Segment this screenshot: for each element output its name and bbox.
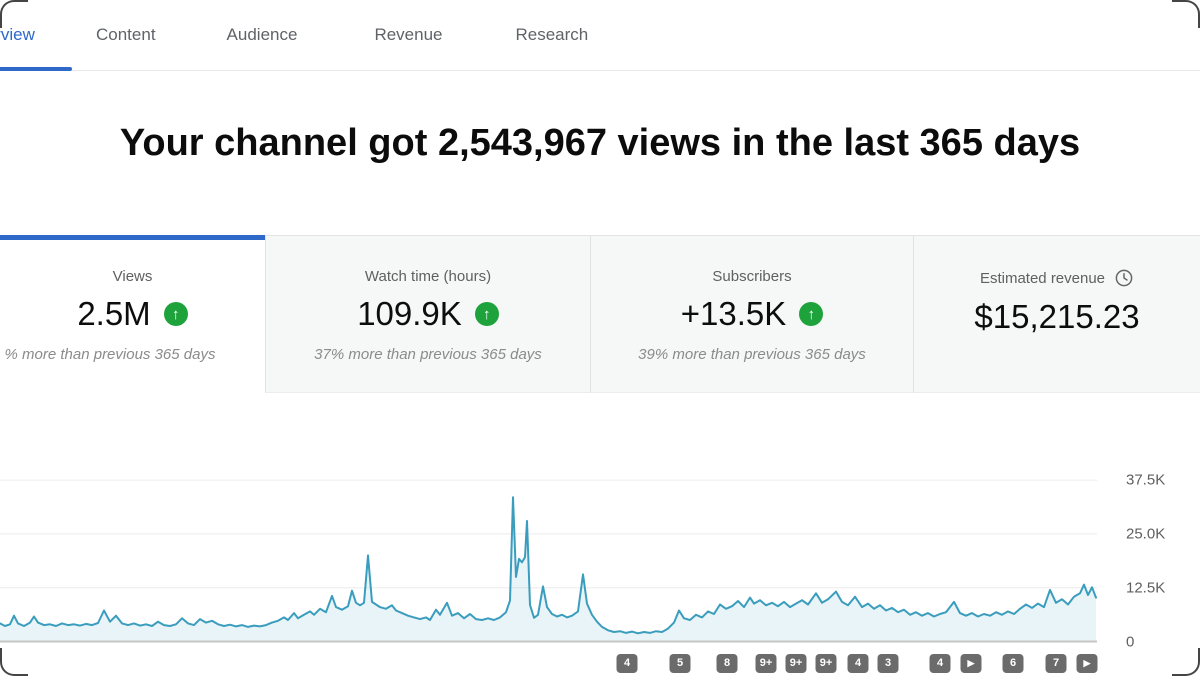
metric-label: Watch time (hours) — [364, 268, 492, 285]
up-arrow-icon: ↑ — [799, 302, 824, 326]
tab-audience[interactable]: Audience — [227, 0, 298, 70]
video-marker-count-badge[interactable]: 5 — [669, 654, 691, 673]
metric-value: 2.5M — [77, 295, 151, 332]
video-marker-count-badge[interactable]: 4 — [616, 654, 638, 673]
views-over-time-chart[interactable]: 37.5K 25.0K 12.5K 0 4 5 8 9+ 9+ 9+ 4 3 4 ▶ 6 7 ▶ — [0, 440, 1200, 676]
metric-delta-text: % more than previous 365 days — [4, 346, 216, 363]
metric-card-estimated-revenue[interactable]: Estimated revenue $15,215.23 — [913, 235, 1200, 393]
views-line — [0, 496, 1097, 635]
video-marker-play-badge[interactable]: ▶ — [1076, 654, 1098, 673]
tab-revenue[interactable]: Revenue — [374, 0, 442, 70]
tab-label: Research — [515, 25, 589, 44]
y-axis-tick-label: 0 — [1126, 633, 1135, 650]
tab-label: Revenue — [374, 25, 443, 44]
metric-value: +13.5K — [680, 295, 787, 332]
video-marker-count-badge[interactable]: 9+ — [815, 654, 837, 673]
tab-label: Audience — [226, 25, 298, 44]
up-arrow-icon: ↑ — [474, 302, 499, 326]
metric-card-views[interactable]: Views 2.5M ↑ % more than previous 365 days — [0, 235, 265, 393]
tab-label: Content — [96, 25, 156, 44]
metric-label: Estimated revenue — [979, 269, 1106, 287]
metric-label: Subscribers — [712, 268, 792, 285]
metric-label: Views — [112, 268, 153, 285]
chart-plot-area[interactable] — [0, 440, 1100, 676]
video-marker-count-badge[interactable]: 4 — [929, 654, 951, 673]
views-area-fill — [0, 497, 1096, 642]
metric-card-subscribers[interactable]: Subscribers +13.5K ↑ 39% more than previous… — [590, 235, 913, 393]
metric-value: $15,215.23 — [974, 298, 1140, 335]
metric-card-watch-time[interactable]: Watch time (hours) 109.9K ↑ 37% more than p… — [265, 235, 590, 393]
video-marker-count-badge[interactable]: 7 — [1045, 654, 1067, 673]
video-marker-count-badge[interactable]: 9+ — [755, 654, 777, 673]
metric-cards-row: Views 2.5M ↑ % more than previous 365 days W… — [0, 235, 1200, 393]
tab-label: Overview — [0, 25, 35, 44]
video-marker-count-badge[interactable]: 9+ — [785, 654, 807, 673]
metric-delta-text: 39% more than previous 365 days — [638, 346, 866, 363]
video-marker-count-badge[interactable]: 6 — [1002, 654, 1024, 673]
metric-delta-text: 37% more than previous 365 days — [314, 346, 542, 363]
analytics-tab-bar: Overview Content Audience Revenue Research — [0, 0, 1200, 71]
y-axis-tick-label: 37.5K — [1126, 471, 1166, 489]
video-marker-count-badge[interactable]: 4 — [847, 654, 869, 673]
video-marker-play-badge[interactable]: ▶ — [960, 654, 982, 673]
up-arrow-icon: ↑ — [163, 302, 188, 326]
video-marker-count-badge[interactable]: 8 — [716, 654, 738, 673]
y-axis-tick-label: 12.5K — [1126, 579, 1166, 597]
video-marker-count-badge[interactable]: 3 — [877, 654, 899, 673]
page-title: Your channel got 2,543,967 views in the … — [119, 122, 1081, 164]
tab-research[interactable]: Research — [516, 0, 589, 70]
tab-content[interactable]: Content — [96, 0, 156, 70]
tab-overview[interactable]: Overview — [0, 0, 72, 71]
clock-icon — [1115, 269, 1133, 287]
y-axis-tick-label: 25.0K — [1126, 525, 1166, 543]
metric-value: 109.9K — [357, 295, 462, 332]
